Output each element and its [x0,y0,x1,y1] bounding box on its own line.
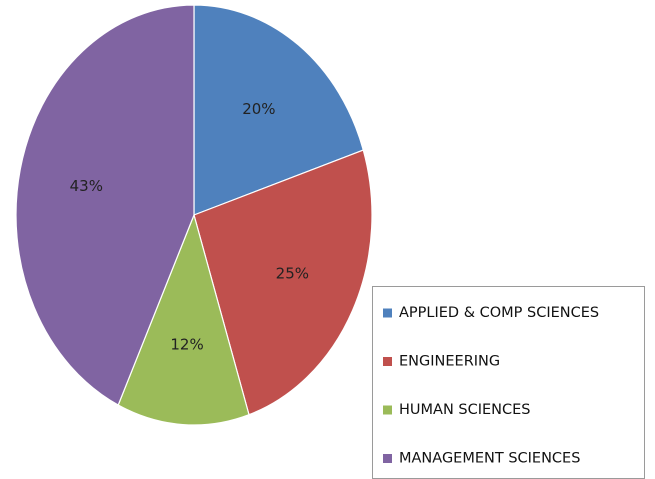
legend-label: APPLIED & COMP SCIENCES [399,305,599,321]
legend-swatch [383,357,392,366]
legend-label: MANAGEMENT SCIENCES [399,451,580,467]
data-label: 12% [170,335,203,353]
legend-swatch [383,454,392,463]
pie-slice [193,149,373,416]
data-label: 43% [70,177,103,195]
pie: 20% 25% 12% 43% [15,4,373,426]
pie-slice [15,4,195,406]
pie-slice [117,213,250,426]
legend-label: HUMAN SCIENCES [399,402,531,418]
legend-label: ENGINEERING [399,354,500,370]
legend: APPLIED & COMP SCIENCES ENGINEERING HUMAN … [372,286,645,479]
pie-slice [193,4,365,216]
legend-swatch [383,405,392,415]
data-label: 20% [242,100,275,118]
legend-swatch [383,308,392,318]
data-label: 25% [276,265,309,283]
